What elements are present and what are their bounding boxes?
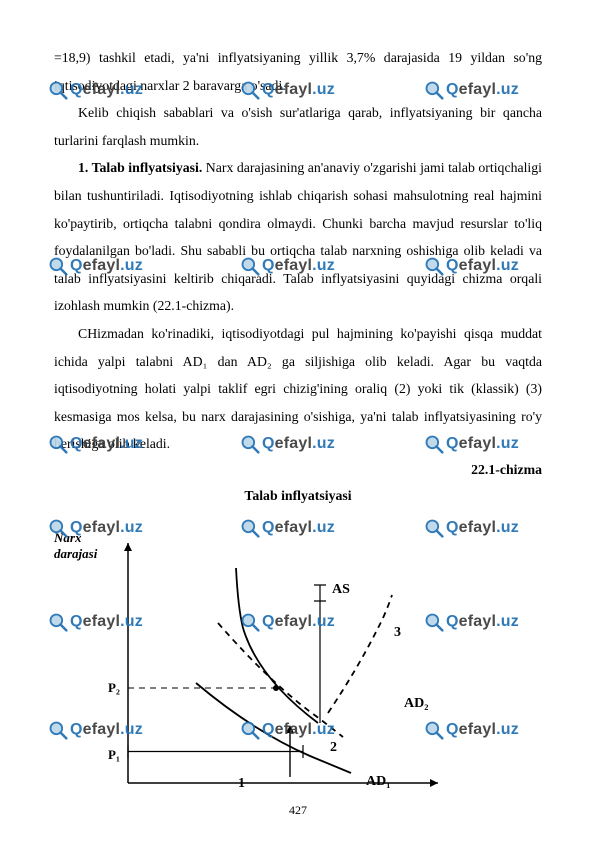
paragraph-3: 1. Talab inflyatsiyasi. Narx darajasinin… xyxy=(54,154,542,320)
as-curve-dashed xyxy=(328,595,392,713)
ad2-curve xyxy=(218,623,343,737)
as-curve-solid xyxy=(236,568,318,723)
x-axis-arrowhead xyxy=(430,779,438,787)
chart-svg: AS 3 AD₂ 2 AD₁ 1 P₂ P₁ xyxy=(68,508,488,828)
page: =18,9) tashkil etadi, ya'ni inflyatsiyan… xyxy=(0,0,596,842)
y-axis-arrowhead xyxy=(124,543,132,551)
paragraph-1: =18,9) tashkil etadi, ya'ni inflyatsiyan… xyxy=(54,44,542,99)
label-ad2: AD₂ xyxy=(404,696,428,711)
label-p1: P₁ xyxy=(108,747,120,762)
label-as: AS xyxy=(332,582,350,597)
label-3: 3 xyxy=(394,625,401,640)
p2-dot xyxy=(273,685,279,691)
label-1: 1 xyxy=(238,776,245,791)
page-number: 427 xyxy=(0,803,596,818)
paragraph-4: CHizmadan ko'rinadiki, iqtisodiyotdagi p… xyxy=(54,320,542,458)
paragraph-3-rest: Narx darajasining an'anaviy o'zgarishi j… xyxy=(54,160,542,313)
shift-arrow-head xyxy=(286,725,294,733)
chart: Narx darajasi xyxy=(54,508,542,828)
ad1-curve xyxy=(196,683,351,773)
label-p2: P₂ xyxy=(108,680,120,695)
p1-bracket xyxy=(128,745,303,758)
chart-title: Talab inflyatsiyasi xyxy=(54,488,542,504)
paragraph-2: Kelib chiqish sabablari va o'sish sur'at… xyxy=(54,99,542,154)
figure-label: 22.1-chizma xyxy=(54,462,542,478)
paragraph-3-bold: 1. Talab inflyatsiyasi. xyxy=(78,160,202,175)
label-ad1: AD₁ xyxy=(366,774,390,789)
label-2: 2 xyxy=(330,740,337,755)
